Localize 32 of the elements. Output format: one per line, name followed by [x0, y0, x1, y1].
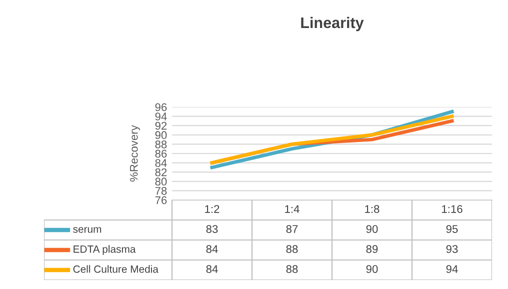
y-tick-label: 94: [155, 112, 167, 120]
y-tick-label: 80: [155, 178, 167, 186]
y-tick-label: 88: [155, 140, 167, 148]
y-tick-label: 86: [155, 150, 167, 158]
legend-label: Cell Culture Media: [73, 265, 158, 273]
chart-title: Linearity: [301, 16, 364, 32]
data-label: 93: [446, 245, 458, 253]
y-tick-label: 76: [155, 196, 167, 204]
y-tick-label: 90: [155, 131, 167, 140]
data-label: 95: [446, 225, 458, 233]
data-label: 90: [366, 265, 378, 273]
x-tick-label: 1:8: [365, 205, 380, 213]
data-label: 89: [366, 245, 378, 253]
data-label: 88: [286, 245, 298, 253]
x-tick-label: 1:4: [285, 205, 300, 213]
data-label: 94: [446, 265, 458, 273]
legend-label: serum: [73, 227, 102, 233]
data-label: 90: [366, 225, 378, 233]
legend-label: EDTA plasma: [74, 245, 136, 255]
data-label: 84: [206, 265, 218, 273]
x-tick-label: 1:2: [205, 205, 220, 213]
y-tick-label: 84: [155, 159, 167, 167]
data-label: 87: [286, 225, 298, 233]
y-axis-title: %Recovery: [130, 125, 140, 182]
data-label: 88: [286, 265, 298, 273]
x-tick-label: 1:16: [442, 205, 462, 213]
data-label: 84: [206, 245, 218, 253]
y-tick-label: 96: [155, 103, 167, 112]
y-tick-label: 78: [155, 186, 167, 195]
y-tick-label: 82: [155, 168, 167, 176]
data-label: 83: [206, 225, 218, 233]
y-tick-label: 92: [155, 122, 167, 130]
